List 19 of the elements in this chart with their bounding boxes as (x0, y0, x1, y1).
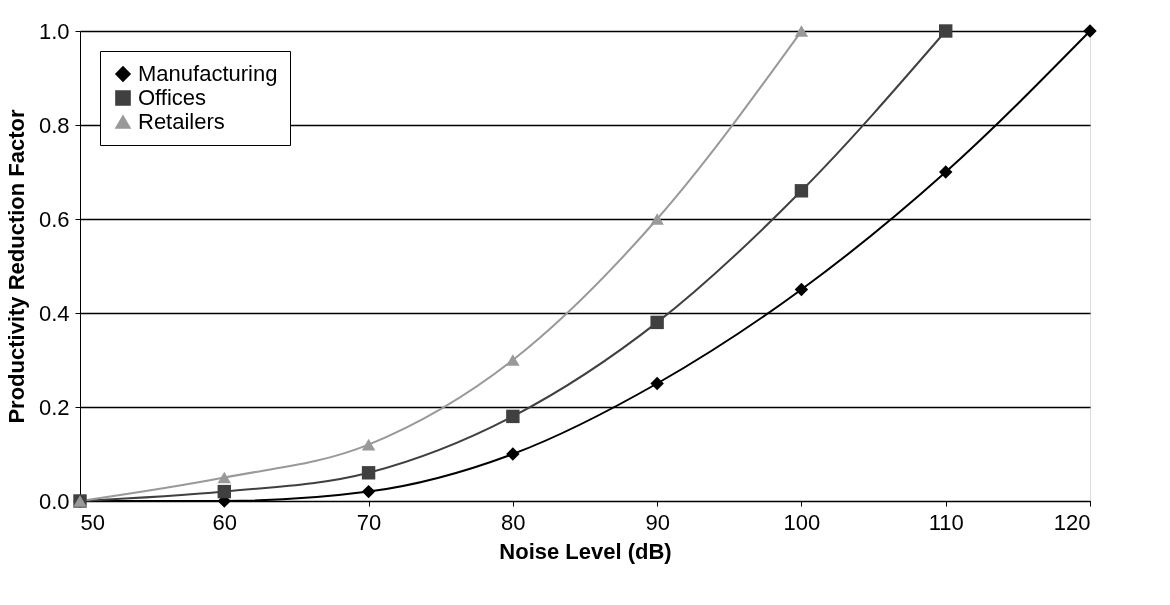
x-axis-title: Noise Level (dB) (499, 538, 672, 564)
y-tick-label: 1.0 (38, 18, 70, 44)
x-tick-label: 60 (212, 509, 238, 535)
y-tick-label: 0.6 (38, 206, 70, 232)
x-tick-label: 90 (645, 509, 670, 535)
y-axis-title: Productivity Reduction Factor (3, 109, 29, 424)
legend-label: Retailers (138, 109, 225, 134)
x-tick-label: 80 (501, 509, 526, 535)
x-tick-label: 70 (356, 509, 382, 535)
x-tick-label: 110 (928, 509, 964, 535)
y-tick-label: 0.0 (38, 488, 70, 514)
y-tick-label: 0.8 (38, 112, 70, 138)
legend-label: Manufacturing (138, 61, 278, 86)
x-tick-label: 120 (1053, 509, 1091, 535)
y-tick-label: 0.4 (38, 300, 70, 326)
x-tick-label: 100 (783, 509, 821, 535)
x-tick-label: 50 (80, 509, 105, 535)
y-tick-label: 0.2 (38, 394, 70, 420)
legend-label: Offices (138, 85, 207, 110)
